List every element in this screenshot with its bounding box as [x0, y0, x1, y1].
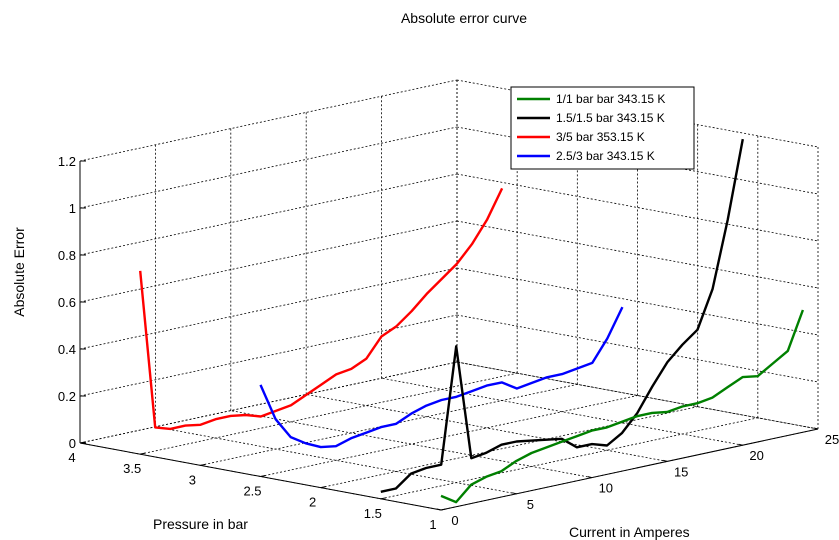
y-tick-label: 2	[309, 495, 316, 510]
x-axis-label: Current in Amperes	[569, 524, 690, 540]
z-tick-label: 0	[69, 436, 76, 451]
z-tick-label: 0.6	[58, 295, 76, 310]
z-tick-label: 1.2	[58, 154, 76, 169]
grid-line	[380, 417, 758, 500]
legend-label: 2.5/3 bar 343.15 K	[556, 149, 655, 163]
z-tick-label: 0.8	[58, 248, 76, 263]
x-tick-mark	[587, 476, 592, 479]
x-tick-mark	[512, 492, 517, 495]
y-tick-mark	[440, 508, 447, 511]
grid-line	[79, 79, 458, 162]
legend-label: 1/1 bar bar 343.15 K	[556, 92, 665, 106]
y-tick-label: 1.5	[364, 506, 382, 521]
y-tick-label: 2.5	[243, 484, 261, 499]
y-tick-mark	[320, 486, 326, 489]
x-tick-label: 5	[527, 497, 534, 512]
grid-line	[456, 314, 819, 383]
grid-line	[79, 126, 458, 209]
x-tick-label: 10	[599, 481, 613, 496]
axes-box	[79, 161, 819, 511]
x-tick-mark	[738, 443, 743, 446]
grid-line	[79, 314, 458, 397]
x-tick-mark	[813, 427, 819, 430]
z-axis-label: Absolute Error	[11, 227, 27, 317]
x-tick-mark	[663, 459, 668, 462]
z-tick-label: 0.4	[58, 342, 76, 357]
grid-layer	[79, 79, 819, 511]
grid-line	[140, 372, 518, 455]
grid-line	[306, 394, 668, 462]
y-tick-mark	[260, 475, 266, 477]
series-line	[259, 306, 624, 449]
x-tick-label: 0	[451, 513, 458, 528]
grid-line	[79, 267, 458, 350]
legend-label: 3/5 bar 353.15 K	[556, 130, 645, 144]
z-tick-label: 0.2	[58, 389, 76, 404]
grid-line	[230, 410, 592, 478]
grid-line	[79, 220, 458, 303]
current-axis-line	[440, 428, 819, 511]
y-tick-label: 3	[189, 472, 196, 487]
chart-title: Absolute error curve	[401, 10, 527, 26]
x-tick-label: 25	[825, 432, 839, 447]
y-tick-mark	[200, 463, 206, 466]
x-tick-mark	[436, 508, 442, 511]
grid-line	[320, 406, 698, 489]
z-tick-label: 1	[69, 201, 76, 216]
legend: 1/1 bar bar 343.15 K 1.5/1.5 bar 343.15 K…	[510, 86, 695, 170]
grid-line	[79, 173, 458, 256]
y-tick-label: 3.5	[123, 461, 141, 476]
x-tick-label: 15	[674, 464, 688, 479]
y-tick-mark	[79, 441, 86, 444]
y-axis-label: Pressure in bar	[153, 516, 248, 532]
y-tick-mark	[380, 497, 386, 500]
y-tick-label: 4	[68, 450, 75, 465]
series-line	[139, 187, 504, 431]
series-line	[440, 309, 805, 504]
series-layer	[139, 138, 805, 504]
legend-label: 1.5/1.5 bar 343.15 K	[556, 111, 665, 125]
x-tick-label: 20	[749, 448, 763, 463]
y-tick-label: 1	[429, 517, 436, 532]
y-tick-mark	[140, 452, 146, 455]
grid-line	[260, 395, 638, 477]
series-line	[380, 138, 744, 493]
